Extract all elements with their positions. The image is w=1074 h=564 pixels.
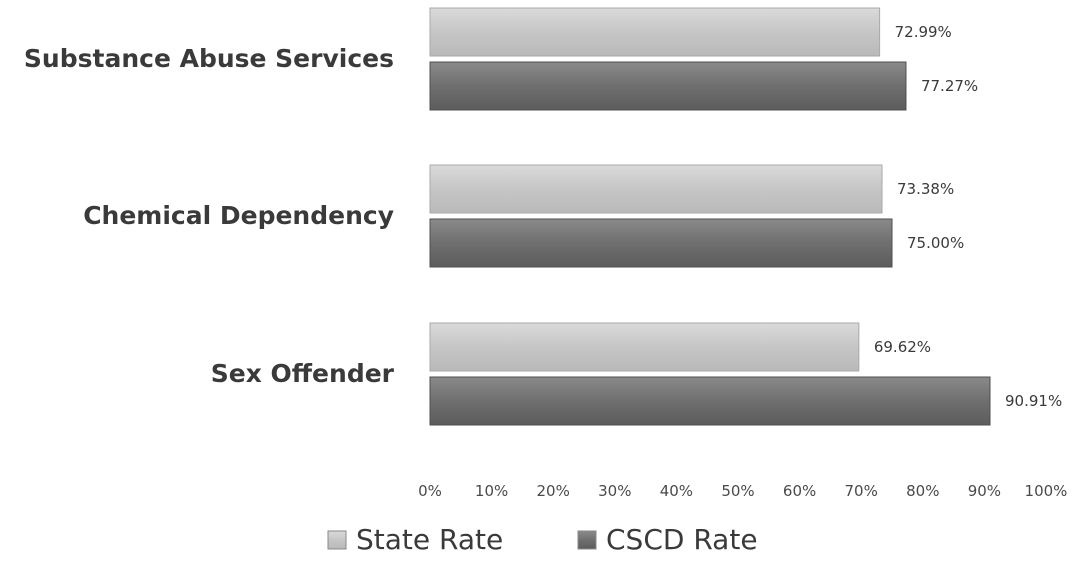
category-label: Sex Offender [211, 359, 395, 388]
cscd-rate-bar [429, 61, 907, 111]
x-tick-label: 0% [418, 482, 442, 500]
x-tick-label: 20% [537, 482, 570, 500]
x-tick-label: 60% [783, 482, 816, 500]
cscd-rate-value-label: 75.00% [907, 234, 964, 252]
category-labels: Substance Abuse Services Chemical Depende… [24, 44, 395, 388]
legend-swatch [577, 530, 597, 550]
legend-label: State Rate [356, 523, 503, 556]
legend: State Rate CSCD Rate [327, 523, 758, 556]
state-rate-value-label: 69.62% [874, 338, 931, 356]
legend-swatch [327, 530, 347, 550]
x-axis-ticks: 0% 10% 20% 30% 40% 50% 60% 70% 80% 90% 100% [418, 482, 1067, 500]
x-tick-label: 30% [598, 482, 631, 500]
state-rate-bar [429, 7, 881, 57]
category-label: Chemical Dependency [83, 201, 394, 230]
x-tick-label: 70% [845, 482, 878, 500]
x-tick-label: 40% [660, 482, 693, 500]
x-tick-label: 100% [1025, 482, 1068, 500]
legend-item-state-rate: State Rate [327, 523, 503, 556]
state-rate-value-label: 73.38% [897, 180, 954, 198]
cscd-rate-value-label: 77.27% [921, 77, 978, 95]
value-labels: 72.99% 77.27% 73.38% 75.00% 69.62% 90.91% [874, 23, 1062, 410]
state-rate-bar [429, 164, 883, 214]
cscd-rate-value-label: 90.91% [1005, 392, 1062, 410]
state-rate-value-label: 72.99% [895, 23, 952, 41]
x-tick-label: 10% [475, 482, 508, 500]
x-tick-label: 90% [968, 482, 1001, 500]
bars [429, 7, 991, 426]
cscd-rate-bar [429, 376, 991, 426]
legend-label: CSCD Rate [606, 523, 758, 556]
legend-item-cscd-rate: CSCD Rate [577, 523, 758, 556]
category-label: Substance Abuse Services [24, 44, 394, 73]
x-tick-label: 50% [721, 482, 754, 500]
state-rate-bar [429, 322, 860, 372]
x-tick-label: 80% [906, 482, 939, 500]
cscd-rate-bar [429, 218, 893, 268]
